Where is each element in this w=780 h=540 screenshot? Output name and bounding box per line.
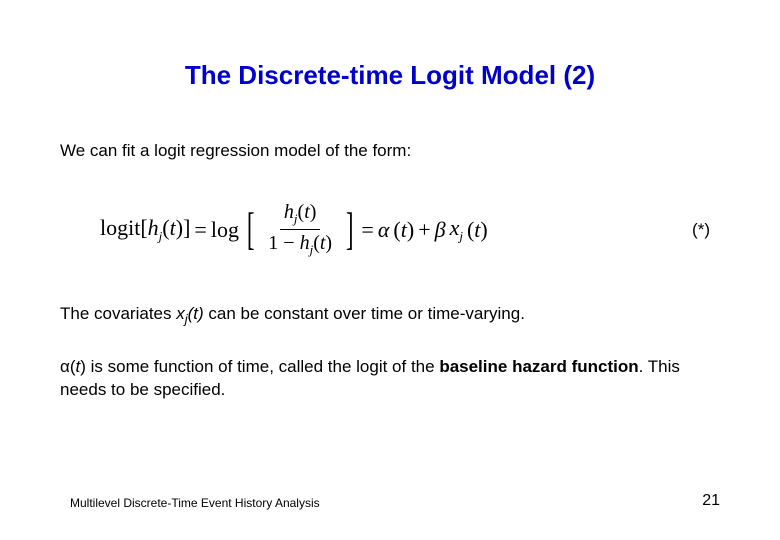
slide-title: The Discrete-time Logit Model (2) bbox=[60, 60, 720, 91]
alpha-post: ) is some function of time, called the l… bbox=[80, 357, 439, 376]
covariates-post: can be constant over time or time-varyin… bbox=[204, 304, 525, 323]
covariates-arg: (t) bbox=[188, 304, 204, 323]
covariates-paragraph: The covariates xj(t) can be constant ove… bbox=[60, 303, 720, 328]
covariates-pre: The covariates bbox=[60, 304, 176, 323]
page-number: 21 bbox=[702, 492, 720, 510]
equation-row: logit[hj(t)] = log [ hj(t) 1 − hj(t) ] =… bbox=[60, 201, 720, 258]
logit-equation: logit[hj(t)] = log [ hj(t) 1 − hj(t) ] =… bbox=[100, 201, 488, 258]
equation-label: (*) bbox=[692, 220, 720, 240]
alpha-paragraph: α(t) is some function of time, called th… bbox=[60, 356, 720, 402]
baseline-bold: baseline hazard function bbox=[439, 357, 638, 376]
footer-title: Multilevel Discrete-Time Event History A… bbox=[70, 496, 320, 510]
alpha-pre: α( bbox=[60, 357, 76, 376]
covariates-var: x bbox=[176, 304, 185, 323]
slide-footer: Multilevel Discrete-Time Event History A… bbox=[70, 492, 720, 510]
slide-container: The Discrete-time Logit Model (2) We can… bbox=[0, 0, 780, 540]
intro-text: We can fit a logit regression model of t… bbox=[60, 141, 720, 161]
